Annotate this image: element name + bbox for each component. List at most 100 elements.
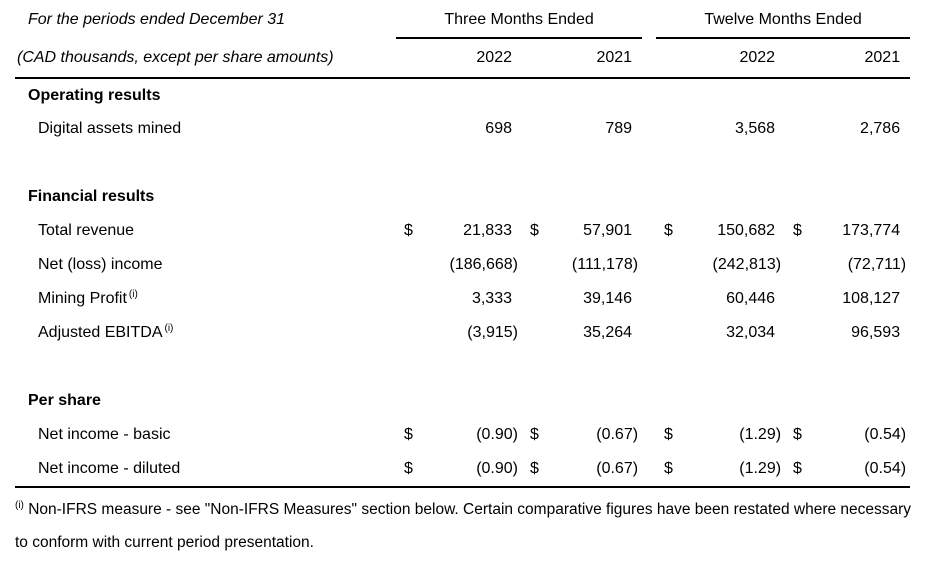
footnote: (i) Non-IFRS measure - see "Non-IFRS Mea… — [15, 493, 918, 559]
column-gap — [642, 2, 656, 38]
value-cell: (0.90) — [476, 426, 518, 443]
value-cell: (0.54) — [816, 452, 911, 488]
value-cell: 39,146 — [583, 290, 633, 307]
value-cell: (72,711) — [847, 256, 907, 273]
currency-cell — [656, 38, 691, 79]
row-label: Adjusted EBITDA (i) — [38, 322, 174, 341]
row-label: Net income - diluted — [15, 452, 396, 488]
currency-cell: $ — [396, 452, 424, 488]
table-row-net-income-basic: Net income - basic $ (0.90) $ (0.67) $ (… — [15, 418, 910, 452]
currency-cell — [656, 282, 690, 316]
spacer-row — [15, 350, 910, 384]
row-label: Net (loss) income — [38, 255, 164, 273]
year-header: 2022 — [424, 38, 522, 79]
table-row-net-loss-income: Net (loss) income (186,668) (111,178) (2… — [15, 248, 910, 282]
financial-summary-table: For the periods ended December 31 Three … — [15, 2, 911, 488]
currency-cell — [656, 112, 690, 146]
currency-cell: $ — [530, 426, 539, 443]
row-label: Total revenue — [38, 222, 135, 239]
value-cell: 96,593 — [851, 324, 901, 341]
column-gap — [642, 282, 656, 316]
currency-cell: $ — [793, 426, 802, 443]
currency-cell: $ — [785, 452, 817, 488]
currency-cell: $ — [664, 222, 673, 239]
currency-cell — [785, 38, 817, 79]
currency-cell — [522, 38, 546, 79]
header-row-years: (CAD thousands, except per share amounts… — [15, 38, 911, 79]
spacer-row — [15, 146, 910, 180]
value-cell: 173,774 — [842, 222, 901, 239]
currency-cell — [522, 316, 546, 350]
table-row-digital-assets-mined: Digital assets mined 698 789 3,568 2,786 — [15, 112, 910, 146]
value-cell: 108,127 — [842, 290, 901, 307]
section-heading-row: Financial results — [15, 180, 910, 214]
value-cell: (0.54) — [864, 426, 907, 443]
row-label: Net income - basic — [38, 425, 173, 443]
table-row-total-revenue: Total revenue $ 21,833 $ 57,901 $ 150,68… — [15, 214, 910, 248]
value-cell: (3,915) — [467, 324, 518, 341]
value-cell: (1.29) — [690, 452, 786, 488]
section-heading-row: Per share — [15, 384, 910, 418]
currency-cell — [522, 282, 546, 316]
currency-cell — [522, 112, 546, 146]
value-cell: (0.67) — [596, 426, 639, 443]
footnote-marker — [162, 255, 164, 266]
units-caption: (CAD thousands, except per share amounts… — [15, 38, 396, 79]
value-cell: (1.29) — [739, 426, 782, 443]
column-gap — [642, 452, 657, 488]
currency-cell: $ — [793, 222, 802, 239]
value-cell: 32,034 — [726, 324, 776, 341]
year-header: 2021 — [546, 38, 643, 79]
currency-cell — [396, 316, 424, 350]
value-cell: 3,568 — [735, 120, 776, 137]
value-cell: 2,786 — [860, 120, 901, 137]
value-cell: 21,833 — [463, 222, 512, 239]
section-title-operating-results: Operating results — [28, 86, 161, 104]
value-cell: 789 — [605, 120, 633, 137]
column-gap — [642, 38, 657, 79]
column-gap — [642, 214, 656, 248]
value-cell: (0.67) — [546, 452, 643, 488]
table-row-mining-profit: Mining Profit (i) 3,333 39,146 60,446 108… — [15, 282, 910, 316]
currency-cell — [656, 316, 690, 350]
value-cell: 150,682 — [717, 222, 776, 239]
value-cell: 698 — [485, 120, 512, 137]
value-cell: 35,264 — [583, 324, 633, 341]
col-group-twelve-months: Twelve Months Ended — [656, 2, 911, 39]
footnote-marker: (i) — [128, 288, 138, 300]
table-row-net-income-diluted: Net income - diluted $ (0.90) $ (0.67) $… — [15, 452, 911, 488]
value-cell: (111,178) — [571, 256, 639, 273]
value-cell: (242,813) — [712, 256, 782, 273]
column-gap — [642, 418, 656, 452]
year-header: 2022 — [690, 38, 786, 79]
currency-cell — [656, 248, 690, 282]
row-label: Digital assets mined — [38, 120, 182, 137]
value-cell: (0.90) — [424, 452, 522, 488]
footnote-marker: (i) — [164, 322, 174, 334]
footnote-marker — [171, 425, 173, 436]
currency-cell: $ — [404, 222, 413, 239]
col-group-three-months: Three Months Ended — [396, 2, 643, 39]
column-gap — [642, 112, 656, 146]
value-cell: 57,901 — [583, 222, 633, 239]
currency-cell: $ — [404, 426, 413, 443]
currency-cell — [785, 112, 816, 146]
footnote-text: Non-IFRS measure - see "Non-IFRS Measure… — [15, 501, 912, 551]
footnote-marker: (i) — [15, 499, 24, 511]
currency-cell — [396, 112, 424, 146]
table-row-adjusted-ebitda: Adjusted EBITDA (i) (3,915) 35,264 32,034… — [15, 316, 910, 350]
financial-summary-page: For the periods ended December 31 Three … — [15, 2, 918, 559]
currency-cell — [785, 316, 816, 350]
currency-cell: $ — [530, 222, 539, 239]
column-gap — [642, 248, 656, 282]
currency-cell — [396, 282, 424, 316]
value-cell: 60,446 — [726, 290, 776, 307]
currency-cell — [785, 248, 816, 282]
footnote-marker — [180, 459, 182, 470]
currency-cell — [785, 282, 816, 316]
value-cell: 3,333 — [471, 290, 512, 307]
currency-cell: $ — [664, 426, 673, 443]
section-title-per-share: Per share — [28, 392, 101, 409]
section-title-financial-results: Financial results — [28, 188, 155, 205]
year-header: 2021 — [816, 38, 911, 79]
